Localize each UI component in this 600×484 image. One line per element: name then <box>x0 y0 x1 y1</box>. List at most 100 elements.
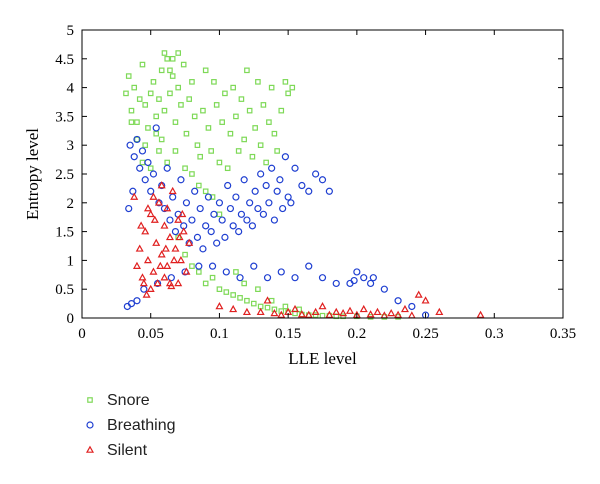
data-point-snore <box>202 67 209 74</box>
data-point-snore <box>134 136 140 143</box>
data-point-snore <box>128 107 135 114</box>
data-point-breathing <box>147 187 155 195</box>
data-point-snore <box>263 159 269 166</box>
data-point-snore <box>289 84 296 91</box>
data-point-breathing <box>305 187 313 195</box>
data-point-silent <box>153 279 162 287</box>
data-point-silent <box>132 261 141 269</box>
data-point-breathing <box>265 199 273 207</box>
data-point-snore <box>230 84 236 91</box>
data-point-snore <box>175 50 182 56</box>
data-point-snore <box>191 113 198 120</box>
data-point-snore <box>186 96 192 102</box>
ticks-layer: 0 0.05 0.1 0.15 0.2 0.25 0.3 0.35 0 0.5 1 1.5 2 2.5 3 3… <box>55 23 576 342</box>
data-point-silent <box>168 186 177 195</box>
data-point-breathing <box>221 233 229 241</box>
data-point-snore <box>223 289 230 295</box>
data-point-snore <box>194 142 201 149</box>
data-point-silent <box>165 232 174 241</box>
data-point-snore <box>285 90 291 97</box>
data-point-breathing <box>210 210 218 218</box>
data-point-snore <box>147 90 154 97</box>
data-point-breathing <box>218 216 226 224</box>
data-point-breathing <box>291 164 299 172</box>
data-point-snore <box>268 84 275 91</box>
data-point-snore <box>167 67 173 74</box>
data-point-breathing <box>126 141 134 149</box>
data-point-breathing <box>268 164 276 172</box>
data-point-breathing <box>202 222 210 230</box>
data-point-silent <box>165 279 174 287</box>
data-point-breathing <box>318 176 327 184</box>
data-point-breathing <box>312 170 320 178</box>
data-point-breathing <box>125 204 133 213</box>
y-tick-label: 2.5 <box>55 167 74 183</box>
data-point-breathing <box>191 187 199 195</box>
data-point-breathing <box>149 170 158 178</box>
data-point-breathing <box>270 216 278 224</box>
data-point-breathing <box>287 199 295 207</box>
data-point-silent <box>160 273 169 281</box>
data-point-snore <box>196 269 202 275</box>
data-point-silent <box>154 198 163 206</box>
data-point-snore <box>255 286 261 293</box>
data-point-snore <box>219 119 225 125</box>
data-point-silent <box>179 227 188 235</box>
data-point-silent <box>175 232 184 241</box>
data-point-silent <box>297 310 306 318</box>
data-point-snore <box>172 119 179 125</box>
data-point-silent <box>170 255 179 264</box>
data-point-breathing <box>215 199 224 207</box>
data-point-snore <box>235 148 242 154</box>
data-point-snore <box>257 142 264 149</box>
data-point-snore <box>241 136 247 143</box>
data-point-breathing <box>408 302 416 311</box>
legend-marker-breathing <box>86 421 94 429</box>
data-point-snore <box>164 55 171 62</box>
data-point-breathing <box>318 274 327 282</box>
data-point-silent <box>435 307 444 316</box>
data-point-silent <box>176 255 185 264</box>
data-point-silent <box>366 310 375 318</box>
data-point-silent <box>156 261 165 269</box>
data-point-breathing <box>279 204 287 213</box>
data-point-snore <box>252 125 258 131</box>
data-point-snore <box>282 79 289 85</box>
data-point-snore <box>244 67 250 74</box>
data-point-breathing <box>169 193 177 201</box>
series-silent <box>130 181 485 319</box>
data-point-silent <box>163 204 172 212</box>
data-point-snore <box>208 148 214 154</box>
data-point-silent <box>171 244 180 252</box>
data-point-silent <box>185 238 194 246</box>
data-point-snore <box>125 73 132 79</box>
data-point-silent <box>163 261 172 269</box>
data-point-snore <box>266 119 272 125</box>
data-point-breathing <box>273 187 281 195</box>
data-point-silent <box>161 244 170 252</box>
data-point-breathing <box>298 181 306 190</box>
data-point-snore <box>175 84 182 91</box>
x-tick-label: 0.2 <box>347 326 366 342</box>
data-point-snore <box>128 119 135 125</box>
data-point-snore <box>278 107 285 114</box>
data-point-breathing <box>237 210 246 218</box>
data-point-breathing <box>182 199 191 207</box>
data-point-silent <box>277 310 286 318</box>
data-point-snore <box>271 306 278 313</box>
data-point-breathing <box>360 274 368 282</box>
data-point-silent <box>138 273 147 281</box>
data-point-silent <box>137 221 146 229</box>
data-point-snore <box>209 274 216 281</box>
data-point-silent <box>146 209 155 218</box>
y-tick-label: 3 <box>67 138 75 154</box>
y-tick-label: 4.5 <box>55 52 74 68</box>
data-point-breathing <box>222 268 230 276</box>
data-point-silent <box>150 215 159 223</box>
data-point-snore <box>319 312 326 319</box>
data-point-breathing <box>350 276 358 285</box>
data-point-breathing <box>353 268 361 276</box>
data-point-silent <box>256 307 265 316</box>
x-tick-label: 0.15 <box>275 326 301 342</box>
data-point-snore <box>147 165 154 172</box>
